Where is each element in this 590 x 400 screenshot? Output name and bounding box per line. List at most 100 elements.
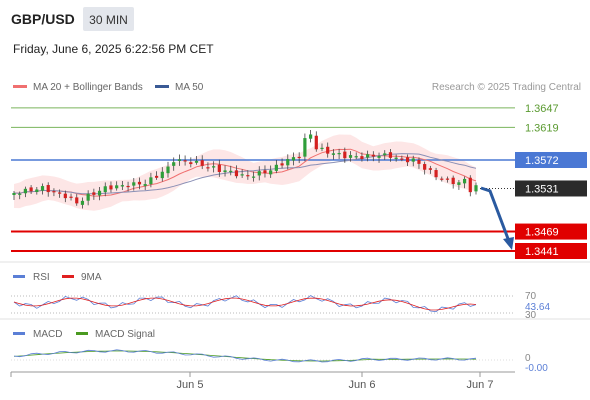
candle-body (434, 170, 438, 178)
candle-body (388, 152, 393, 158)
candle-body (286, 159, 290, 166)
rsi-70-label: 70 (525, 291, 537, 302)
candle-body (326, 146, 330, 154)
candle-body (263, 170, 267, 174)
candle-body (462, 178, 467, 184)
candle-body (137, 181, 142, 185)
candle-body (172, 162, 176, 166)
candle-body (46, 185, 50, 193)
macd-line (13, 349, 477, 363)
resistance-label: 1.3619 (525, 122, 559, 134)
macd-legend-swatch (13, 332, 25, 335)
candle-body (423, 164, 427, 170)
support-label: 1.3469 (525, 227, 559, 239)
macd-lines (13, 349, 477, 363)
forecast-arrow-line (480, 186, 512, 245)
candle-body (154, 175, 159, 178)
candle-body (348, 155, 353, 158)
candle-body (103, 186, 107, 193)
candle-body (308, 134, 313, 139)
candle-body (12, 193, 16, 195)
candle-body (440, 178, 444, 180)
timeframe-button-bg[interactable] (83, 7, 134, 31)
candle-body (183, 160, 187, 162)
rsi-lines (13, 295, 477, 313)
ma50-legend-swatch (155, 85, 169, 88)
candle-body (75, 197, 79, 204)
support-badge (515, 243, 587, 259)
candle-body (360, 156, 364, 159)
ma20-legend-swatch (13, 85, 27, 88)
candle-body (405, 157, 410, 163)
resistance-label: 1.3647 (525, 103, 559, 115)
candle-body (40, 186, 45, 191)
candle-body (411, 158, 415, 162)
candle-body (400, 158, 404, 160)
candle-body (217, 164, 221, 172)
x-label-jun7: Jun 7 (467, 379, 494, 391)
rsi-line (13, 295, 477, 313)
candle-body (297, 156, 301, 159)
candle-body (149, 177, 153, 185)
watermark: Research © 2025 Trading Central (432, 82, 581, 93)
candle-body (58, 192, 62, 194)
rsi-30-label: 30 (525, 310, 537, 321)
pivot-badge (515, 152, 587, 168)
forecast-arrow (480, 186, 514, 250)
candle-body (97, 190, 102, 196)
candle-body (394, 157, 398, 159)
candle-body (257, 171, 261, 176)
candle-body (223, 170, 227, 173)
candle-body (120, 185, 124, 187)
candle-body (451, 177, 455, 185)
ma20-legend-label: MA 20 + Bollinger Bands (33, 82, 143, 93)
candle-body (166, 166, 170, 174)
bollinger-band-area (14, 134, 476, 211)
candle-body (200, 160, 204, 166)
candle-body (52, 191, 56, 193)
forecast-arrowhead (503, 237, 514, 250)
candle-body (314, 135, 318, 150)
bollinger-bands (14, 134, 476, 211)
candle-body (92, 192, 96, 195)
candle-body (126, 185, 130, 188)
rsi-ma-legend-swatch (62, 275, 74, 278)
rsi-ma-line (13, 297, 477, 311)
candle-body (189, 162, 193, 165)
candle-body (303, 138, 307, 157)
candle-body (291, 157, 296, 161)
candle-body (343, 151, 347, 159)
rsi-legend-swatch (13, 275, 25, 278)
candle-body (320, 147, 324, 150)
candle-body (468, 177, 472, 193)
candle-body (86, 193, 90, 201)
candle-body (331, 153, 336, 155)
x-label-jun5: Jun 5 (177, 379, 204, 391)
candle-body (383, 153, 387, 156)
candle-body (240, 174, 244, 176)
candle-body (63, 193, 67, 199)
candle-body (143, 184, 147, 186)
candle-body (132, 182, 136, 186)
candle-body (445, 178, 450, 180)
ma50-legend-label: MA 50 (175, 82, 204, 93)
candle-body (274, 164, 278, 171)
x-label-jun6: Jun 6 (349, 379, 376, 391)
support-label: 1.3441 (525, 246, 559, 258)
candle-body (35, 189, 39, 193)
candle-body (371, 154, 375, 157)
candle-body (377, 155, 381, 158)
candle-body (115, 185, 119, 189)
rsi-legend-label: RSI (33, 272, 50, 283)
candle-body (246, 175, 250, 177)
candle-body (69, 196, 73, 198)
moving-averages (13, 148, 477, 197)
symbol-title: GBP/USD (11, 11, 75, 27)
candle-body (109, 185, 113, 190)
candle-body (457, 182, 461, 185)
candle-body (366, 154, 370, 158)
timeframe-button[interactable]: 30 MIN (89, 13, 128, 27)
candle-body (18, 193, 22, 195)
ma20-line (13, 148, 477, 197)
